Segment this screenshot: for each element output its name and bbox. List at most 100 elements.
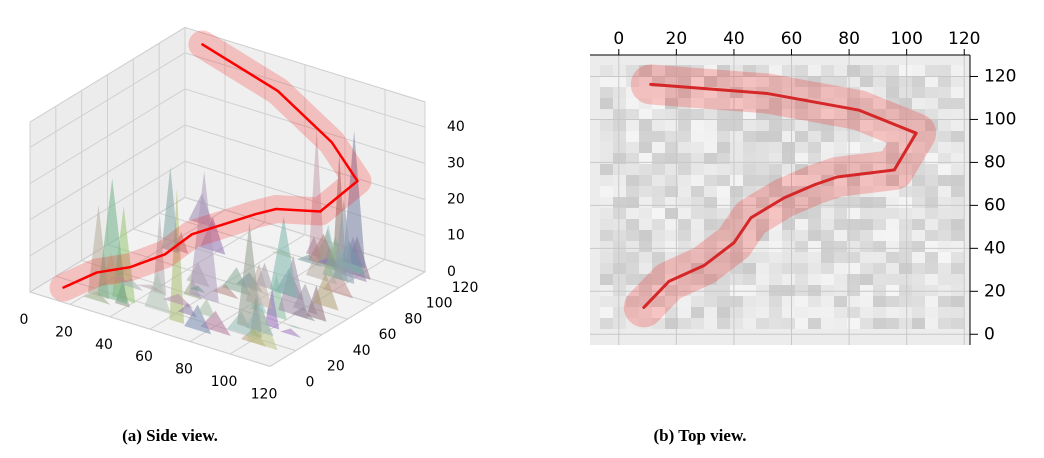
terrain-cell [925,87,938,98]
terrain-cell [769,87,782,98]
terrain-cell [626,164,639,175]
terrain-cell [704,120,717,131]
terrain-cell [704,263,717,274]
terrain-cell [717,197,730,208]
terrain-cell [704,230,717,241]
terrain-cell [821,274,834,285]
terrain [161,166,179,254]
terrain-cell [873,186,886,197]
terrain-cell [639,76,652,87]
terrain-cell [821,109,834,120]
terrain-cell [795,252,808,263]
terrain-cell [886,208,899,219]
terrain-cell [938,120,951,131]
terrain-cell [873,120,886,131]
y-tick-label: 100 [984,109,1016,129]
terrain-cell [834,296,847,307]
terrain-cell [782,285,795,296]
terrain-cell [613,76,626,87]
terrain-cell [691,219,704,230]
terrain-cell [665,131,678,142]
terrain-cell [743,186,756,197]
terrain-cell [795,208,808,219]
terrain-cell [691,230,704,241]
terrain-cell [652,87,665,98]
terrain-cell [834,241,847,252]
terrain-cell [808,164,821,175]
terrain-cell [925,65,938,76]
terrain-cell [886,296,899,307]
terrain-cell [743,142,756,153]
terrain-cell [938,186,951,197]
terrain-cell [938,252,951,263]
terrain-cell [847,197,860,208]
terrain-cell [821,131,834,142]
terrain-cell [873,175,886,186]
terrain-cell [912,252,925,263]
terrain-cell [899,318,912,329]
terrain-cell [782,263,795,274]
terrain-cell [847,164,860,175]
terrain-cell [691,76,704,87]
terrain-cell [860,186,873,197]
x-tick-label: 80 [838,29,860,49]
terrain-cell [860,142,873,153]
terrain-cell [873,241,886,252]
terrain-cell [834,285,847,296]
terrain-cell [704,296,717,307]
terrain-cell [834,197,847,208]
terrain-cell [834,175,847,186]
terrain-cell [873,164,886,175]
terrain-cell [847,241,860,252]
terrain-cell [704,87,717,98]
terrain-cell [782,87,795,98]
terrain-cell [886,142,899,153]
terrain-cell [613,153,626,164]
terrain-cell [652,241,665,252]
terrain-cell [665,142,678,153]
terrain-cell [730,252,743,263]
terrain-cell [938,208,951,219]
terrain-cell [951,307,964,318]
terrain-cell [639,263,652,274]
terrain-cell [717,142,730,153]
terrain-cell [847,87,860,98]
terrain-cell [769,230,782,241]
terrain-cell [743,164,756,175]
terrain-cell [600,164,613,175]
terrain-cell [873,98,886,109]
terrain-cell [678,208,691,219]
terrain-cell [600,285,613,296]
terrain-cell [639,296,652,307]
terrain-cell [756,65,769,76]
x-tick-label: 100 [211,374,238,390]
terrain-cell [925,252,938,263]
terrain-cell [678,307,691,318]
terrain-cell [730,76,743,87]
terrain-cell [808,65,821,76]
terrain-cell [730,263,743,274]
terrain-cell [678,76,691,87]
terrain-cell [769,252,782,263]
terrain-cell [717,175,730,186]
terrain-cell [743,65,756,76]
terrain-cell [834,230,847,241]
terrain-cell [613,252,626,263]
terrain-cell [951,318,964,329]
terrain-cell [834,120,847,131]
terrain-cell [769,186,782,197]
terrain-cell [847,98,860,109]
z-tick-label: 20 [447,192,465,208]
terrain-cell [600,175,613,186]
terrain-cell [743,318,756,329]
terrain-cell [691,285,704,296]
terrain-cell [769,109,782,120]
terrain-cell [613,219,626,230]
terrain-cell [782,252,795,263]
terrain-cell [665,263,678,274]
terrain-cell [665,109,678,120]
terrain-cell [899,252,912,263]
terrain-cell [795,164,808,175]
terrain-cell [717,263,730,274]
terrain-cell [743,230,756,241]
